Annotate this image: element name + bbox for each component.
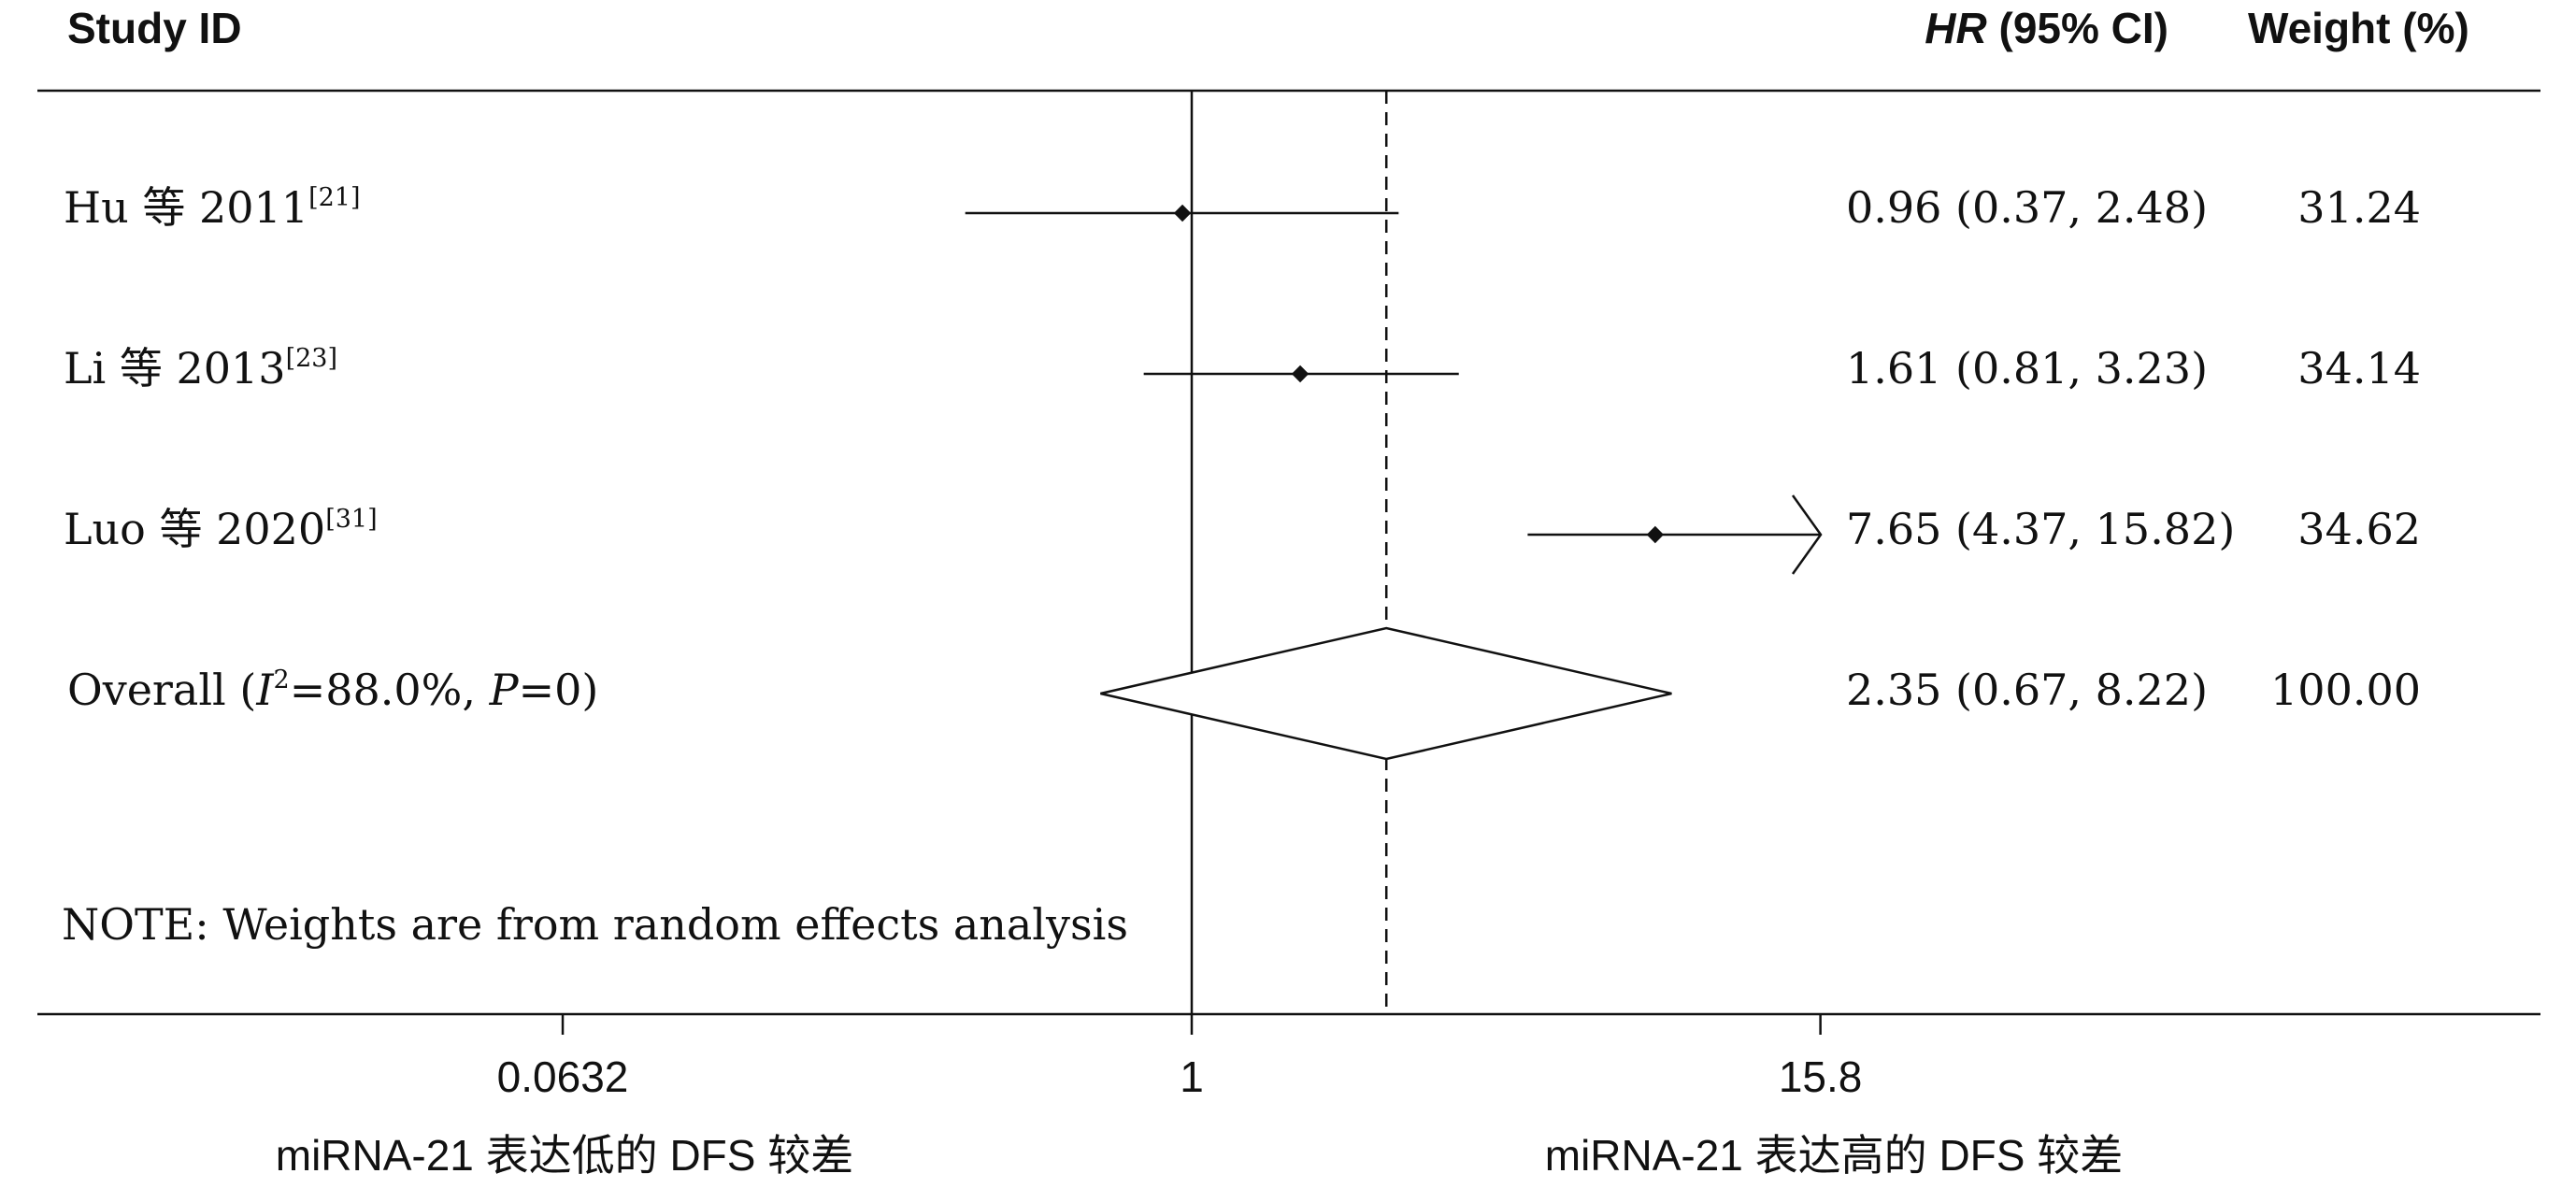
study-point: [1291, 365, 1309, 383]
study-hr-ci: 1.61 (0.81, 3.23): [1846, 343, 2208, 394]
study-weight: 31.24: [2297, 182, 2421, 233]
study-point: [1173, 204, 1192, 222]
x-label-right: miRNA-21 表达高的 DFS 较差: [1545, 1131, 2123, 1180]
study-hr-ci: 7.65 (4.37, 15.82): [1846, 504, 2235, 554]
study-weight: 34.62: [2297, 504, 2421, 554]
overall-weight: 100.00: [2270, 665, 2421, 715]
header-weight: Weight (%): [2248, 4, 2469, 52]
overall-diamond: [1100, 626, 1672, 761]
study-point: [1646, 525, 1665, 544]
x-tick-label: 0.0632: [497, 1052, 629, 1101]
study-label: Li 等 2013[23]: [64, 343, 337, 394]
header-study-id: Study ID: [67, 4, 242, 52]
study-weight: 34.14: [2297, 343, 2421, 394]
weights-note: NOTE: Weights are from random effects an…: [62, 899, 1128, 950]
ci-arrow-head: [1791, 494, 1823, 575]
x-tick-label: 1: [1180, 1052, 1204, 1101]
header-hr-ci: HR (95% CI): [1925, 4, 2168, 52]
x-tick-label: 15.8: [1779, 1052, 1863, 1101]
overall-hr-ci: 2.35 (0.67, 8.22): [1846, 665, 2208, 715]
x-label-left: miRNA-21 表达低的 DFS 较差: [276, 1131, 853, 1180]
overall-label: Overall (I2=88.0%, P=0): [67, 665, 598, 715]
study-hr-ci: 0.96 (0.37, 2.48): [1846, 182, 2208, 233]
study-label: Luo 等 2020[31]: [64, 504, 378, 554]
study-label: Hu 等 2011[21]: [64, 182, 361, 233]
